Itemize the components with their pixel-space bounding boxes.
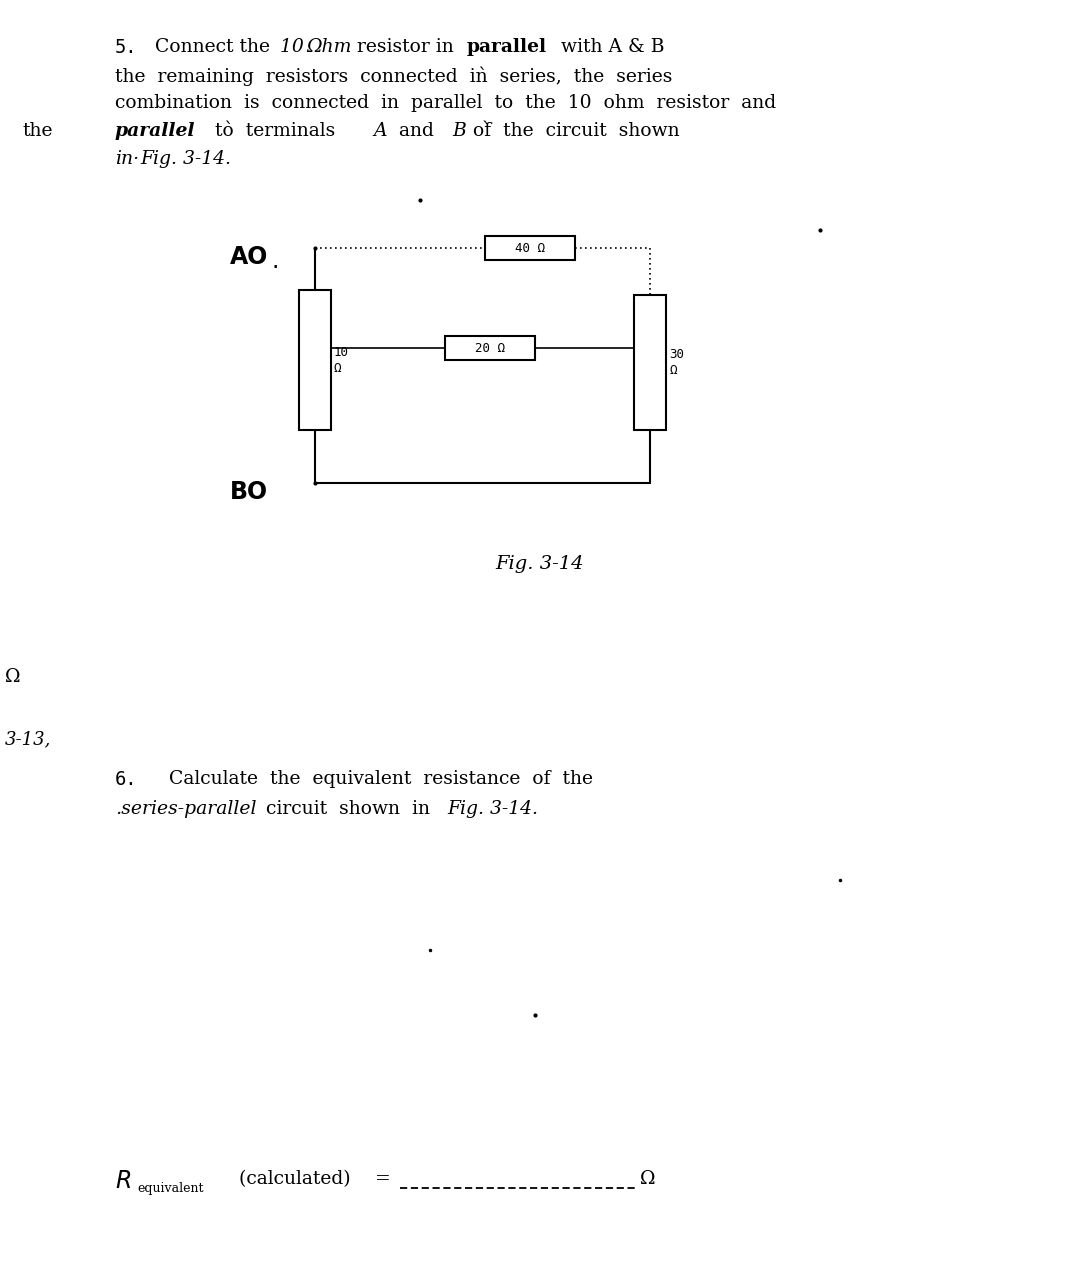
Text: Fig. 3‑14.: Fig. 3‑14. (140, 150, 231, 167)
Text: Ω: Ω (669, 364, 676, 377)
Text: 5.: 5. (114, 38, 137, 57)
Text: $R$: $R$ (114, 1170, 131, 1193)
Text: 3-13,: 3-13, (5, 730, 52, 748)
Text: parallel: parallel (467, 38, 548, 56)
Bar (445, 336, 535, 360)
Text: 40 Ω: 40 Ω (515, 242, 545, 255)
Text: Fig. 3-14: Fig. 3-14 (496, 555, 584, 573)
Text: tò  terminals: tò terminals (203, 122, 348, 139)
Text: AO: AO (230, 245, 268, 269)
Bar (299, 290, 330, 430)
Text: combination  is  connected  in  parallel  to  the  10  ohm  resistor  and: combination is connected in parallel to … (114, 94, 777, 112)
Text: (calculated): (calculated) (233, 1170, 351, 1188)
Text: Calculate  the  equivalent  resistance  of  the: Calculate the equivalent resistance of t… (145, 770, 593, 787)
Bar (634, 295, 666, 430)
Text: Ω: Ω (5, 668, 21, 686)
Text: in·: in· (114, 150, 139, 167)
Text: 20 Ω: 20 Ω (475, 342, 505, 355)
Text: equivalent: equivalent (137, 1182, 203, 1194)
Text: resistor in: resistor in (351, 38, 460, 56)
Text: 6.: 6. (114, 770, 137, 789)
Text: .: . (272, 249, 280, 273)
Bar (485, 236, 575, 260)
Text: Ω: Ω (334, 361, 341, 374)
Text: Ωhm: Ωhm (306, 38, 351, 56)
Text: 30: 30 (669, 347, 684, 360)
Text: 10: 10 (334, 345, 349, 359)
Text: the: the (22, 122, 53, 139)
Text: ․series-parallel: ․series-parallel (114, 800, 257, 818)
Text: of̀  the  circuit  shown: of̀ the circuit shown (467, 122, 679, 139)
Text: Connect the: Connect the (143, 38, 276, 56)
Text: 10: 10 (280, 38, 310, 56)
Text: BO: BO (230, 481, 268, 503)
Text: with A & B: with A & B (555, 38, 664, 56)
Text: the  remaining  resistors  connected  iǹ  series,  the  series: the remaining resistors connected iǹ se… (114, 66, 673, 85)
Text: B: B (453, 122, 465, 139)
Text: and: and (387, 122, 446, 139)
Text: Ω: Ω (640, 1170, 656, 1188)
Text: Fig. 3-14.: Fig. 3-14. (447, 800, 538, 818)
Text: A: A (373, 122, 387, 139)
Text: =: = (363, 1170, 391, 1188)
Text: parallel: parallel (114, 122, 195, 139)
Text: circuit  shown  in: circuit shown in (260, 800, 442, 818)
